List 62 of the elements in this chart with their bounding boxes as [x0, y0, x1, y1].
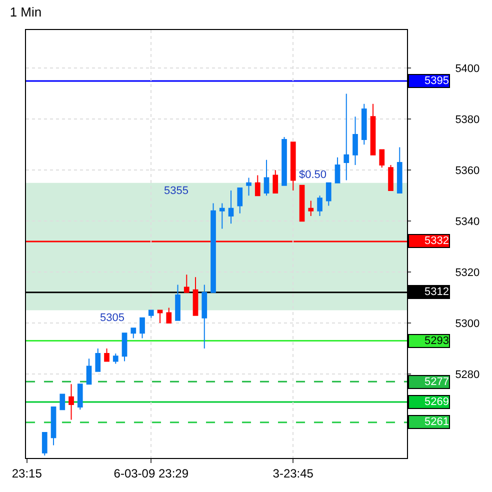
y-tick-label: 5320 [455, 266, 480, 279]
candlestick [379, 149, 385, 168]
candlestick [326, 182, 332, 206]
candlestick [370, 103, 376, 156]
candlestick [148, 310, 154, 318]
candlestick [237, 187, 243, 214]
x-tick-label: 3-23:45 [272, 466, 314, 480]
x-tick-label: 23:15 [12, 466, 42, 480]
candlestick [104, 348, 110, 362]
ref-line-label: 5312 [424, 286, 449, 298]
ref-line-label: 5277 [424, 376, 449, 388]
y-tick-label: 5280 [455, 368, 480, 381]
candlestick [112, 353, 118, 364]
y-tick-label: 5360 [455, 164, 480, 177]
candlestick [166, 307, 172, 324]
candlestick [396, 146, 402, 194]
chart-title: 1 Min [10, 4, 42, 20]
candlestick [282, 136, 287, 186]
ref-line-label: 5261 [424, 416, 449, 428]
candlestick [254, 174, 260, 196]
candlestick [272, 170, 278, 194]
candlestick [334, 156, 340, 184]
candlestick [219, 202, 225, 230]
ref-line-label: 5395 [424, 75, 449, 87]
candlestick [95, 348, 101, 372]
candlestick [299, 184, 305, 222]
candlestick [122, 332, 128, 362]
annotation: 5355 [164, 185, 188, 197]
ref-line-label: 5332 [424, 235, 449, 247]
candlestick [86, 358, 92, 385]
candlestick [77, 384, 83, 410]
candlestick [157, 310, 163, 324]
candlestick [317, 195, 322, 216]
candlestick [50, 406, 56, 446]
y-tick-label: 5300 [455, 318, 480, 330]
candlestick [202, 284, 208, 349]
ref-line-label: 5269 [424, 396, 449, 408]
candlestick [210, 202, 216, 293]
candlestick [246, 177, 252, 196]
candlestick [192, 276, 198, 316]
candlestick [68, 384, 74, 420]
x-tick-label: 6-03-09 23:29 [114, 466, 189, 480]
candlestick [388, 164, 394, 191]
candlestick [264, 159, 270, 196]
candlestick [60, 394, 66, 410]
y-tick-label: 5340 [455, 216, 480, 228]
candlestick [184, 274, 190, 293]
candlestick [344, 93, 350, 181]
candlestick [130, 328, 136, 339]
candlestick [290, 142, 296, 191]
candlestick [140, 317, 145, 339]
candlestick [42, 432, 48, 456]
annotation: 5305 [100, 312, 124, 324]
candlestick [308, 200, 314, 216]
candlestick [361, 103, 367, 146]
candlestick [352, 116, 358, 166]
y-tick-label: 5400 [455, 63, 480, 76]
y-tick-label: 5380 [455, 114, 480, 126]
annotation: $0.50 [299, 169, 327, 181]
candlestick [228, 190, 234, 224]
candlestick [175, 284, 180, 321]
ref-line-label: 5293 [424, 335, 449, 347]
